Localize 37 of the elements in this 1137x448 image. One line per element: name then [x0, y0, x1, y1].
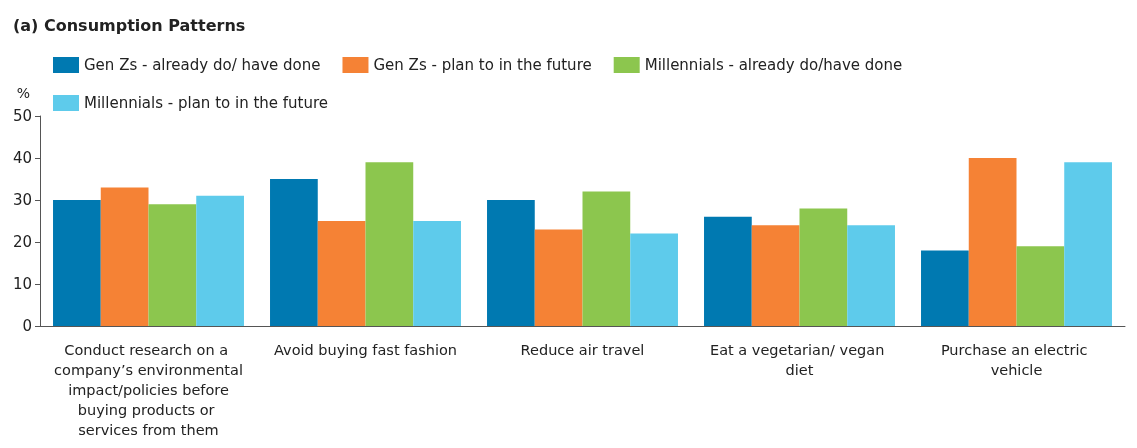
- bar: [270, 179, 318, 326]
- y-tick-label: 20: [12, 233, 32, 251]
- legend-label: Millennials - already do/have done: [644, 56, 903, 74]
- bar: [53, 200, 101, 326]
- bar: [100, 187, 149, 326]
- legend-label: Gen Zs - already do/ have done: [84, 56, 321, 74]
- legend-label: Millennials - plan to in the future: [84, 94, 329, 112]
- bar: [196, 195, 244, 326]
- y-tick-label: 10: [12, 275, 32, 293]
- x-tick-label: Purchase an electric vehicle: [940, 342, 1093, 378]
- x-tick-label: Eat a vegetarian/ vegan diet: [710, 342, 889, 378]
- bar: [751, 225, 800, 326]
- y-axis-title: %: [16, 85, 30, 101]
- x-tick-label: Reduce air travel: [520, 342, 645, 358]
- bar: [413, 221, 461, 326]
- bar: [1064, 162, 1112, 326]
- bar: [799, 208, 848, 326]
- bar: [365, 162, 414, 326]
- legend-label: Gen Zs - plan to in the future: [373, 56, 592, 74]
- x-tick-label: Conduct research on a company’s environmental impact/policies before buying products or services from them: [54, 342, 243, 438]
- bar: [487, 200, 535, 326]
- bar: [1016, 246, 1065, 326]
- bar: [148, 204, 197, 326]
- bar: [968, 158, 1017, 326]
- bar: [534, 229, 583, 326]
- x-tick-label: Avoid buying fast fashion: [273, 342, 458, 358]
- bar: [582, 191, 631, 326]
- y-tick-label: 40: [12, 149, 32, 167]
- chart-title: (a) Consumption Patterns: [13, 15, 246, 35]
- bar: [317, 221, 366, 326]
- bar: [847, 225, 895, 326]
- y-tick-label: 50: [12, 107, 32, 125]
- bar: [630, 233, 678, 326]
- y-tick-label: 0: [22, 317, 32, 335]
- bar: [921, 250, 969, 326]
- y-tick-label: 30: [12, 191, 32, 209]
- bar: [704, 216, 752, 326]
